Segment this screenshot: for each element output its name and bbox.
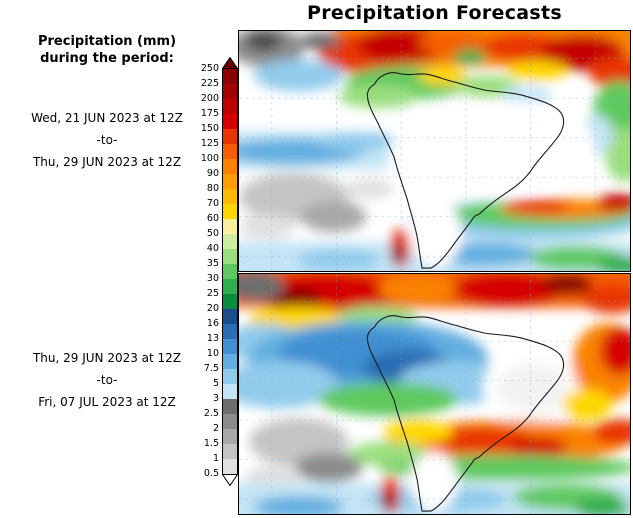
period2-separator: -to- [96, 373, 118, 387]
colorbar-cell [223, 264, 237, 279]
colorbar-tick-label: 70 [206, 198, 219, 209]
period1-separator: -to- [96, 133, 118, 147]
colorbar-tick-label: 7.5 [203, 363, 219, 374]
colorbar-cell [223, 99, 237, 114]
colorbar-tick-label: 13 [206, 333, 219, 344]
colorbar-cell [223, 309, 237, 324]
colorbar-tick-label: 5 [212, 378, 219, 389]
colorbar-tick-label: 10 [206, 348, 219, 359]
page-title: Precipitation Forecasts [307, 2, 562, 24]
colorbar-tick-label: 150 [200, 123, 219, 134]
colorbar-tick-label: 0.5 [203, 468, 219, 479]
forecast-map-week2 [238, 273, 631, 515]
period1-end-date: Thu, 29 JUN 2023 at 12Z [32, 155, 182, 169]
colorbar-tick-label: 125 [200, 138, 219, 149]
colorbar-tick-label: 35 [206, 258, 219, 269]
period-label-week2: Thu, 29 JUN 2023 at 12Z -to- Fri, 07 JUL… [2, 347, 212, 413]
colorbar-cell [223, 129, 237, 144]
colorbar-cell [223, 69, 237, 84]
colorbar-tick-label: 250 [200, 63, 219, 74]
colorbar-cell [223, 384, 237, 399]
colorbar-cell [223, 204, 237, 219]
period2-end-date: Fri, 07 JUL 2023 at 12Z [38, 395, 176, 409]
legend-title-line1: Precipitation (mm) [37, 34, 177, 49]
colorbar-tick-label: 175 [200, 108, 219, 119]
colorbar-cell [223, 114, 237, 129]
colorbar-bar [222, 57, 238, 486]
colorbar-tick-label: 1.5 [203, 438, 219, 449]
colorbar-cell [223, 369, 237, 384]
precipitation-colorbar: 250 225 200 175 150 125 100 90 80 70 60 50 40 35 30 25 2… [186, 57, 238, 486]
south-america-coastline [366, 72, 565, 269]
period2-start-date: Thu, 29 JUN 2023 at 12Z [32, 351, 182, 365]
precipitation-field-week1 [239, 31, 630, 271]
colorbar-cell [223, 234, 237, 249]
colorbar-cell [223, 174, 237, 189]
colorbar-tick-label: 100 [200, 153, 219, 164]
legend-title: Precipitation (mm) during the period: [2, 33, 212, 67]
colorbar-tick-label: 90 [206, 168, 219, 179]
colorbar-arrow-below-min [222, 474, 238, 486]
forecast-map-week1 [238, 30, 631, 272]
colorbar-tick-labels: 250 225 200 175 150 125 100 90 80 70 60 50 40 35 30 25 2… [186, 57, 222, 486]
colorbar-cells [222, 69, 238, 474]
colorbar-tick-label: 2.5 [203, 408, 219, 419]
colorbar-cell [223, 324, 237, 339]
colorbar-tick-label: 40 [206, 243, 219, 254]
colorbar-cell [223, 189, 237, 204]
colorbar-cell [223, 459, 237, 474]
colorbar-cell [223, 219, 237, 234]
colorbar-arrow-above-max [222, 57, 238, 69]
colorbar-cell [223, 249, 237, 264]
colorbar-cell [223, 429, 237, 444]
period-label-week1: Wed, 21 JUN 2023 at 12Z -to- Thu, 29 JUN… [2, 107, 212, 173]
colorbar-tick-label: 200 [200, 93, 219, 104]
colorbar-cell [223, 159, 237, 174]
colorbar-tick-label: 30 [206, 273, 219, 284]
legend-title-line2: during the period: [40, 51, 174, 66]
colorbar-cell [223, 279, 237, 294]
colorbar-cell [223, 144, 237, 159]
colorbar-tick-label: 50 [206, 228, 219, 239]
colorbar-cell [223, 444, 237, 459]
colorbar-cell [223, 294, 237, 309]
colorbar-cell [223, 84, 237, 99]
south-america-coastline [366, 315, 565, 512]
colorbar-tick-label: 20 [206, 303, 219, 314]
precipitation-field-week2 [239, 274, 630, 514]
period1-start-date: Wed, 21 JUN 2023 at 12Z [31, 111, 183, 125]
colorbar-tick-label: 225 [200, 78, 219, 89]
grid-lines-week1 [239, 31, 630, 271]
colorbar-tick-label: 80 [206, 183, 219, 194]
colorbar-tick-label: 3 [212, 393, 219, 404]
colorbar-cell [223, 354, 237, 369]
colorbar-cell [223, 414, 237, 429]
colorbar-cell [223, 399, 237, 414]
grid-lines-week2 [239, 274, 630, 514]
colorbar-tick-label: 2 [212, 423, 219, 434]
colorbar-tick-label: 60 [206, 213, 219, 224]
colorbar-tick-label: 16 [206, 318, 219, 329]
colorbar-cell [223, 339, 237, 354]
colorbar-tick-label: 1 [212, 453, 219, 464]
colorbar-tick-label: 25 [206, 288, 219, 299]
